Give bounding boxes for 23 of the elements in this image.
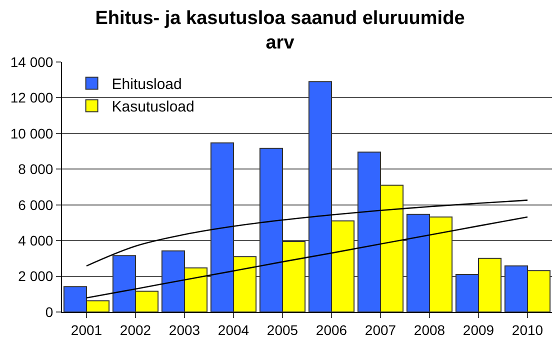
x-tick-label: 2005: [266, 322, 298, 338]
x-tick-label: 2006: [316, 322, 348, 338]
line-series: [86, 216, 528, 299]
x-tick-label: 2004: [218, 322, 250, 338]
x-tick-label: 2009: [462, 322, 494, 338]
x-tick-label: 2007: [364, 322, 396, 338]
y-tick-label: 8 000: [18, 161, 54, 178]
line-series: [86, 200, 528, 267]
y-tick-label: 10 000: [10, 125, 54, 142]
y-tick-label: 4 000: [18, 232, 54, 248]
chart-title: Ehitus- ja kasutusloa saanud eluruumide arv: [95, 8, 465, 54]
x-tick-label: 2010: [512, 322, 544, 338]
x-tick-label: 2001: [70, 322, 102, 338]
y-tick-label: 0: [45, 304, 54, 320]
x-tick-label: 2002: [120, 322, 152, 338]
y-tick-label: 14 000: [10, 54, 54, 70]
legend-label: Ehitusload: [112, 76, 182, 94]
x-tick-label: 2008: [414, 322, 446, 338]
x-tick-label: 2003: [168, 322, 200, 338]
y-tick-label: 2 000: [18, 268, 54, 284]
y-tick-label: 12 000: [10, 90, 54, 106]
y-tick-label: 6 000: [18, 196, 54, 213]
legend-label: Kasutusload: [112, 98, 194, 116]
